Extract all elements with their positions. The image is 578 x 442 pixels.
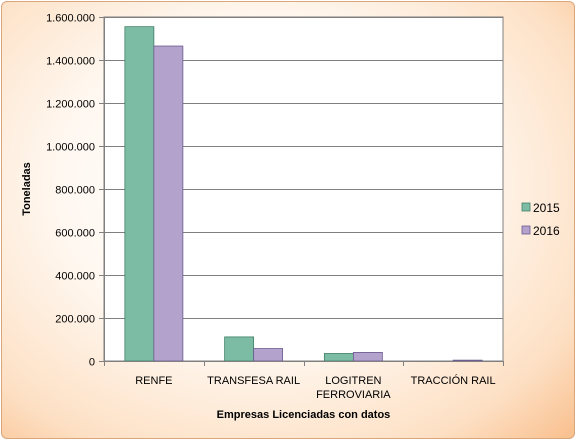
x-tick-label: TRANSFESA RAIL xyxy=(207,375,300,387)
legend-label-2016: 2016 xyxy=(533,224,560,238)
y-tick-label: 1.000.000 xyxy=(46,142,95,154)
bar-2016-4 xyxy=(452,359,483,362)
legend-label-2015: 2015 xyxy=(533,201,560,215)
y-tick-label: 200.000 xyxy=(55,314,95,326)
bar-2016-3 xyxy=(352,351,383,362)
x-axis-ticks: RENFE TRANSFESA RAIL LOGITREN FERROVIARIA TR… xyxy=(104,361,504,401)
y-tick-label: 400.000 xyxy=(55,271,95,283)
y-tick-label: 0 xyxy=(89,357,95,369)
y-tick-label: 800.000 xyxy=(55,185,95,197)
bars xyxy=(124,26,483,362)
bar-2015-2 xyxy=(224,336,255,362)
bar-2016-1 xyxy=(153,45,184,362)
legend-swatch-2015 xyxy=(521,202,531,212)
y-tick-label: 1.200.000 xyxy=(46,99,95,111)
y-axis-title: Toneladas xyxy=(21,162,33,216)
bar-2015-1 xyxy=(124,26,155,362)
bar-2016-2 xyxy=(253,348,284,362)
bar-2015-3 xyxy=(323,353,354,362)
legend-swatch-2016 xyxy=(521,225,531,235)
legend: 2015 2016 xyxy=(521,201,560,238)
x-tick-label: LOGITREN FERROVIARIA xyxy=(316,375,391,401)
y-tick-label: 1.600.000 xyxy=(46,13,95,25)
y-tick-label: 600.000 xyxy=(55,228,95,240)
x-tick-label: RENFE xyxy=(135,375,172,387)
y-tick-label: 1.400.000 xyxy=(46,56,95,68)
x-axis-title: Empresas Licenciadas con datos xyxy=(217,409,391,421)
x-tick-label: TRACCIÓN RAIL xyxy=(411,374,496,387)
y-axis-ticks: 0 200.000 400.000 600.000 800.000 1.000.000 1.… xyxy=(46,13,104,369)
